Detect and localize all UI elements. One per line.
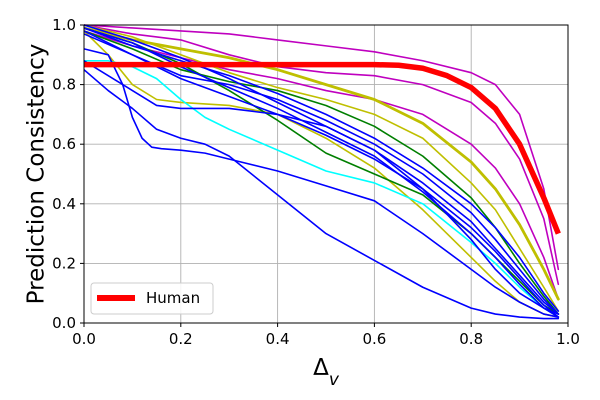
x-tick-label: 0.2 (169, 330, 193, 348)
series-line-blue-2 (84, 48, 560, 318)
plot-area (84, 24, 561, 320)
x-axis-label-sub: v (329, 370, 340, 390)
series-line-blue-4 (84, 27, 560, 312)
grid (83, 24, 569, 324)
series-line-blue-1 (84, 68, 560, 320)
series-line-yellow-2 (84, 24, 560, 312)
x-axis-label: Δv (313, 355, 340, 390)
series-line-cyan-1 (84, 59, 560, 318)
y-axis-label: Prediction Consistency (24, 44, 50, 305)
series-line-blue-5 (84, 33, 560, 315)
legend-box (90, 282, 214, 315)
y-tick-label: 0.6 (52, 135, 76, 153)
series-line-blue-7 (84, 30, 560, 318)
y-tick-label: 0.0 (52, 314, 76, 332)
series-line-green-1 (84, 30, 560, 315)
series-line-blue-6 (84, 24, 560, 315)
axes-frame (83, 24, 569, 324)
legend-label-human: Human (146, 289, 200, 307)
series-line-magenta-2 (84, 24, 560, 286)
x-tick-label: 0.6 (362, 330, 386, 348)
series-line-yellow-1 (84, 26, 560, 301)
y-tick-label: 0.2 (52, 254, 76, 272)
y-tick-label: 0.4 (52, 195, 76, 213)
x-tick-label: 0.4 (266, 330, 290, 348)
y-tick-label: 0.8 (52, 76, 76, 94)
series-line-yellow-3 (84, 30, 560, 318)
x-tick-label: 0.8 (459, 330, 483, 348)
series-line-magenta-1 (84, 24, 560, 271)
y-tick-label: 1.0 (52, 16, 76, 34)
legend: Human (90, 282, 214, 315)
x-tick-label: 0.0 (72, 330, 96, 348)
x-tick-label: 1.0 (556, 330, 580, 348)
ticks: 0.0 0.2 0.4 0.6 0.8 1.0 0.0 0.2 0.4 0.6 0.8 1.0 (52, 16, 580, 348)
series-line-human (84, 61, 561, 235)
series-line-green-2 (84, 27, 560, 315)
x-axis-label-main: Δ (313, 355, 329, 381)
